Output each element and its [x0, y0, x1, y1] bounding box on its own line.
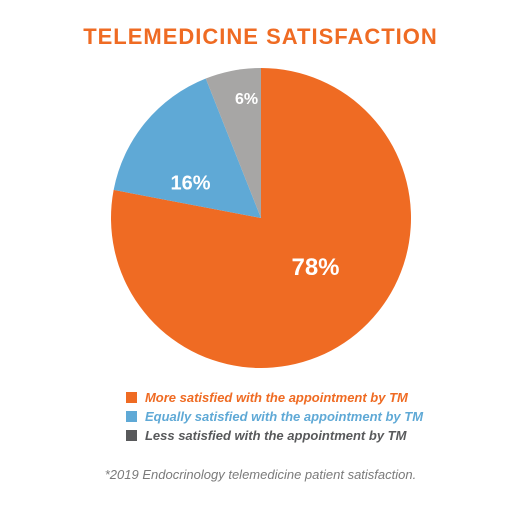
- legend-text-1: Equally satisfied with the appointment b…: [145, 409, 423, 424]
- chart-title: TELEMEDICINE SATISFACTION: [83, 24, 438, 50]
- legend-swatch-0: [126, 392, 137, 403]
- legend-item-2: Less satisfied with the appointment by T…: [126, 428, 423, 443]
- footnote: *2019 Endocrinology telemedicine patient…: [105, 467, 416, 482]
- legend-swatch-1: [126, 411, 137, 422]
- pie-svg: [111, 68, 411, 368]
- legend-item-0: More satisfied with the appointment by T…: [126, 390, 423, 405]
- slice-label-0: 78%: [291, 254, 339, 282]
- slice-label-2: 6%: [235, 91, 258, 109]
- legend-item-1: Equally satisfied with the appointment b…: [126, 409, 423, 424]
- pie-chart: 78% 16% 6%: [111, 68, 411, 368]
- slice-label-1: 16%: [170, 173, 210, 196]
- legend-text-0: More satisfied with the appointment by T…: [145, 390, 408, 405]
- legend: More satisfied with the appointment by T…: [98, 390, 423, 447]
- legend-text-2: Less satisfied with the appointment by T…: [145, 428, 406, 443]
- legend-swatch-2: [126, 430, 137, 441]
